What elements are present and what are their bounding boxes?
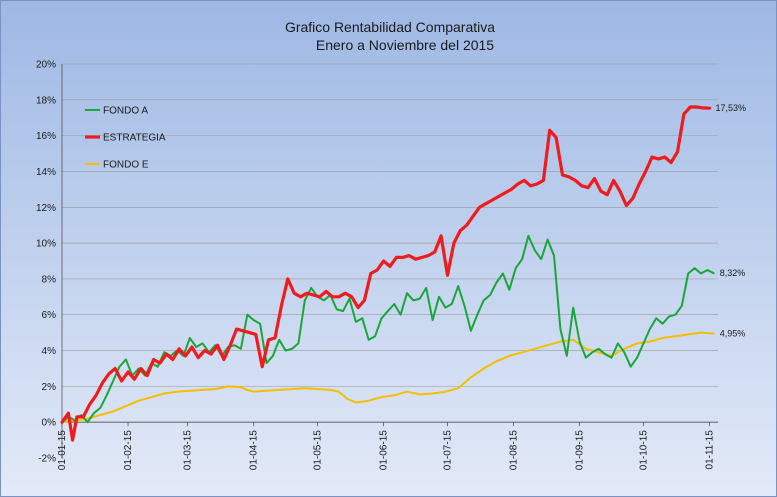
x-tick-label: 01-11-15 — [704, 430, 715, 470]
end-labels: 4,95% 8,32% 17,53% — [715, 103, 746, 338]
end-value-label: 17,53% — [715, 103, 746, 113]
y-tick-label: 20% — [36, 60, 56, 71]
y-tick-label: 4% — [42, 346, 57, 357]
end-value-label: 8,32% — [720, 268, 746, 278]
y-tick-label: 10% — [36, 239, 56, 250]
legend-label: FONDO E — [103, 160, 149, 171]
x-tick-label: 01-07-15 — [443, 430, 454, 470]
x-tick-label: 01-05-15 — [313, 430, 324, 470]
y-tick-label: 2% — [42, 382, 57, 393]
y-tick-label: 16% — [36, 131, 56, 142]
x-tick-label: 01-02-15 — [123, 430, 134, 470]
x-tick-label: 01-06-15 — [379, 430, 390, 470]
legend-label: ESTRATEGIA — [103, 133, 166, 144]
x-tick-label: 01-10-15 — [638, 430, 649, 470]
y-tick-label: 8% — [42, 274, 57, 285]
x-tick-label: 01-04-15 — [249, 430, 260, 470]
series-line-fondo-e — [61, 331, 715, 424]
y-tick-label: 6% — [42, 310, 57, 321]
axes: -2% 0% 2% 4% 6% 8% 10% 12% 14% 16% 18% 20% 01-01-15 0… — [36, 60, 718, 470]
x-tick-label: 01-08-15 — [509, 430, 520, 470]
y-tick-label: 18% — [36, 95, 56, 106]
y-tick-label: 12% — [36, 203, 56, 214]
x-tick-label: 01-03-15 — [183, 430, 194, 470]
series-lines — [60, 105, 715, 442]
y-tick-label: 14% — [36, 167, 56, 178]
chart-title: Grafico Rentabilidad Comparativa — [285, 19, 495, 35]
x-tick-label: 01-09-15 — [575, 430, 586, 470]
y-tick-label: 0% — [42, 418, 57, 429]
legend: FONDO A ESTRATEGIA FONDO E — [85, 106, 166, 171]
x-tick-label: 01-01-15 — [57, 430, 68, 470]
end-value-label: 4,95% — [720, 329, 746, 339]
series-line-estrategia — [60, 105, 712, 442]
y-tick-label: -2% — [38, 454, 56, 465]
chart-subtitle: Enero a Noviembre del 2015 — [316, 37, 494, 53]
legend-label: FONDO A — [103, 106, 148, 117]
